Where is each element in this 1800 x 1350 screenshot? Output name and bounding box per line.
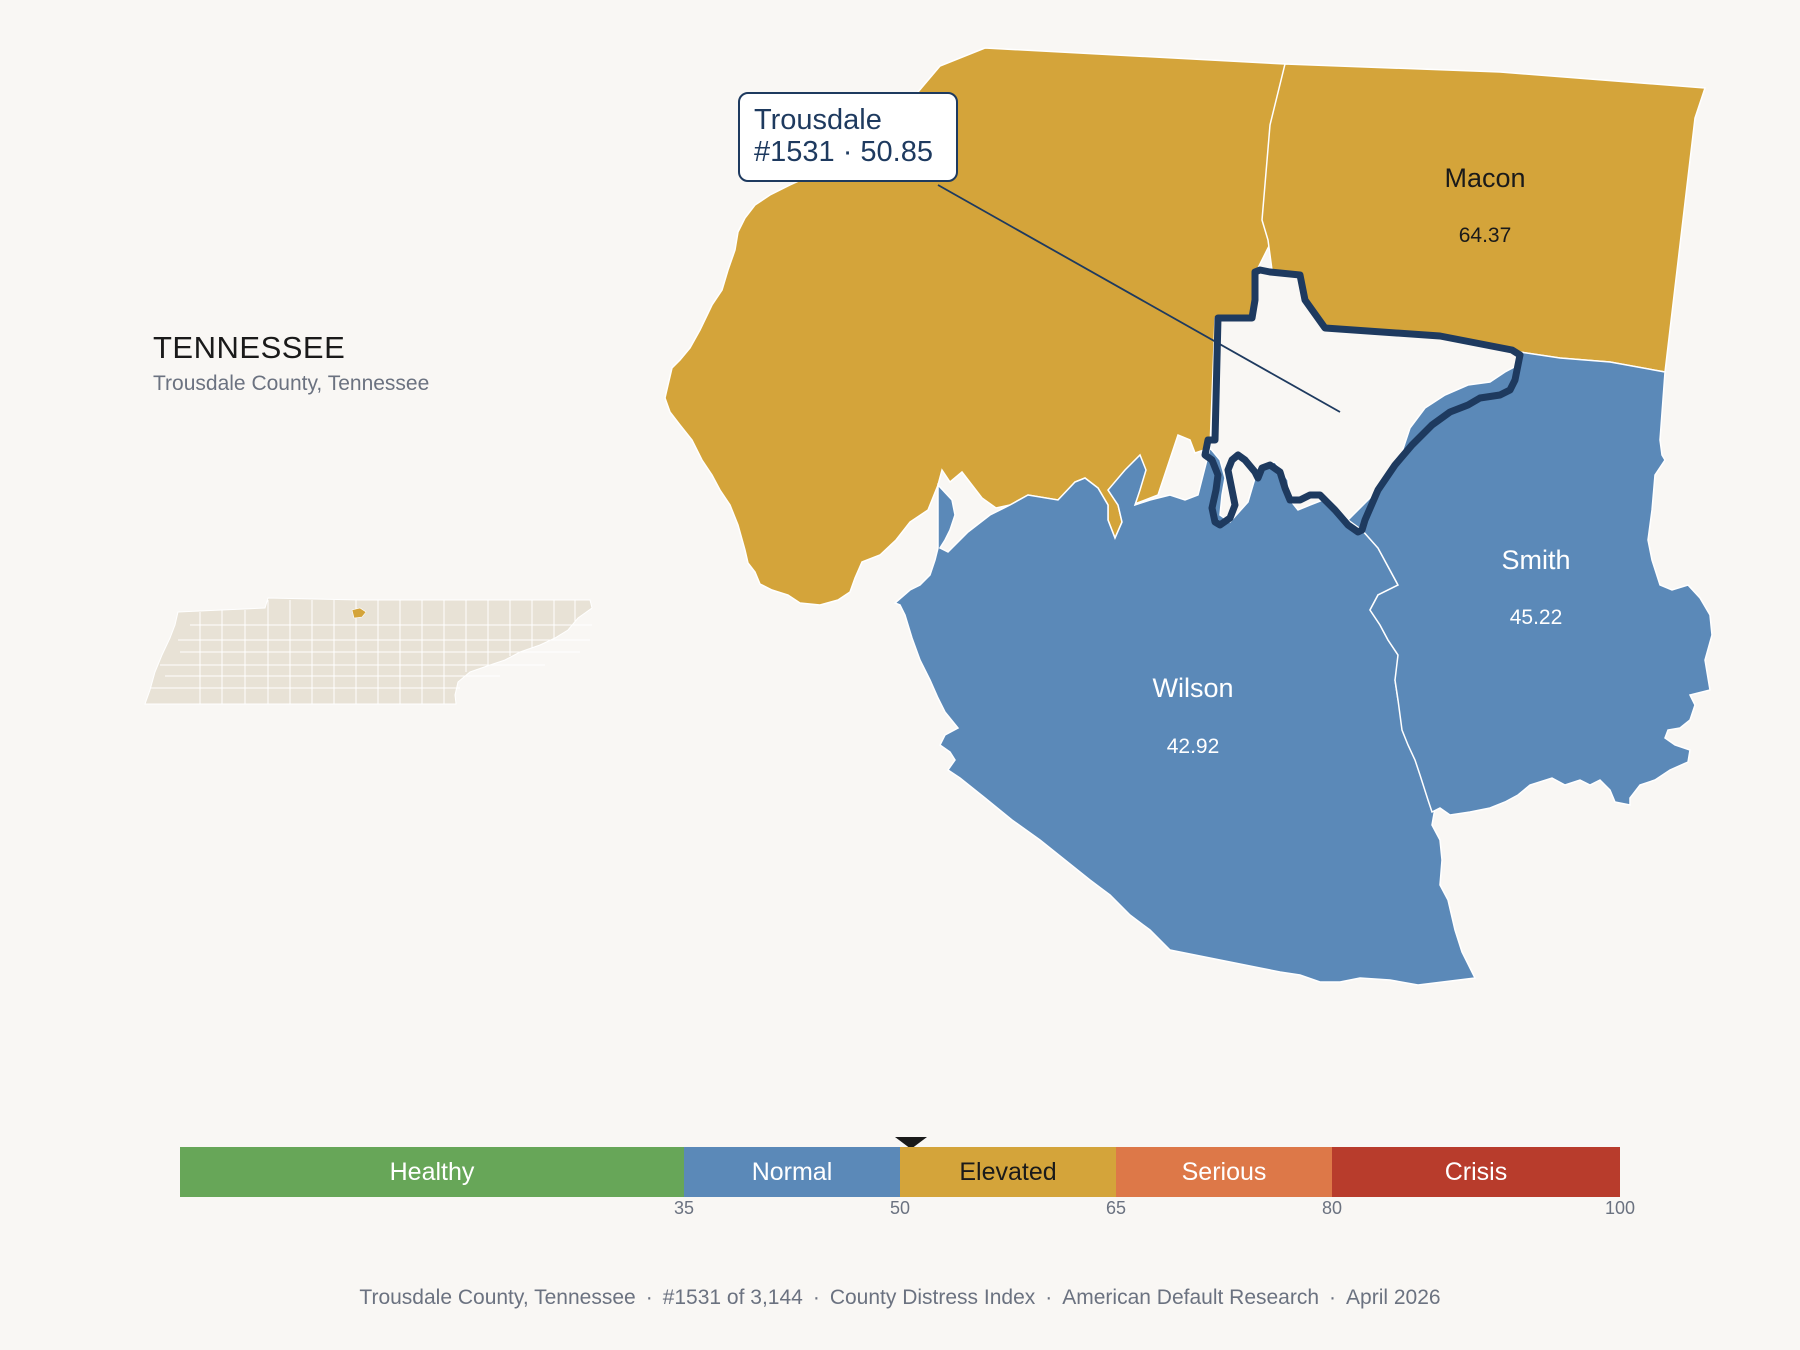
footer-rank: #1531 of 3,144 [662,1286,803,1309]
county-trousdale-outline[interactable] [1201,266,1524,536]
county-value-wilson: 42.92 [1167,735,1220,758]
legend-tick-100: 100 [1604,1198,1636,1218]
county-label-wilson: Wilson [1152,673,1233,703]
callout-rank-score: #1531 · 50.85 [754,136,933,168]
legend-segment-healthy: Healthy [180,1147,684,1197]
footer-location: Trousdale County, Tennessee [359,1286,636,1309]
footer-separator: · [1045,1286,1053,1309]
footer-separator: · [812,1286,820,1309]
callout-leader-line [937,184,1341,413]
legend-marker [895,1137,927,1149]
footer-index-name: County Distress Index [829,1286,1036,1309]
footer-separator: · [1329,1286,1337,1309]
legend-tick-80: 80 [1321,1198,1343,1218]
legend-tick-50: 50 [889,1198,911,1218]
county-label-macon: Macon [1444,163,1525,193]
legend-segment-elevated: Elevated [900,1147,1116,1197]
legend-segment-serious: Serious [1116,1147,1332,1197]
legend-tick-35: 35 [673,1198,695,1218]
county-callout: Trousdale #1531 · 50.85 [738,92,958,182]
county-value-macon: 64.37 [1459,224,1512,247]
footer-date: April 2026 [1346,1286,1441,1309]
callout-county-name: Trousdale [754,104,882,136]
state-title: TENNESSEE [153,330,346,365]
footer-source: American Default Research [1062,1286,1320,1309]
legend-bar: Healthy Normal Elevated Serious Crisis [180,1147,1620,1197]
county-label-smith: Smith [1501,545,1570,575]
county-value-smith: 45.22 [1510,606,1563,629]
state-subtitle: Trousdale County, Tennessee [153,372,430,395]
footer: Trousdale County, Tennessee · #1531 of 3,1… [0,1286,1800,1310]
tennessee-inset-highlight [351,607,367,619]
legend-segment-normal: Normal [684,1147,900,1197]
legend-segment-crisis: Crisis [1332,1147,1620,1197]
footer-separator: · [645,1286,653,1309]
tennessee-inset-map [144,597,593,705]
legend-tick-65: 65 [1105,1198,1127,1218]
